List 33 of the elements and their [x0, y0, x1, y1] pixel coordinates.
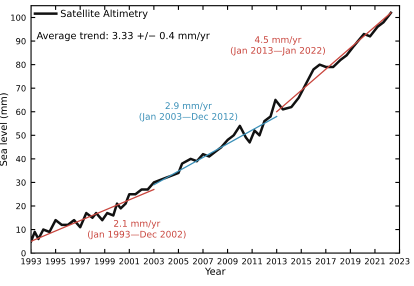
x-tick-label: 2023: [390, 258, 410, 264]
x-tick-label: 1993: [21, 258, 41, 264]
annotation: Average trend: 3.33 +/− 0.4 mm/yr: [36, 32, 210, 42]
annotation: 4.5 mm/yr (Jan 2013—Jan 2022): [230, 36, 325, 56]
x-tick-label: 2019: [340, 258, 360, 264]
y-tick-label: 80: [16, 62, 26, 68]
x-tick-label: 2003: [144, 258, 164, 264]
y-tick-label: 50: [16, 132, 26, 139]
y-tick-label: 40: [16, 156, 26, 162]
x-tick-label: 2007: [193, 258, 213, 264]
y-tick-label: 70: [16, 85, 26, 92]
x-tick-label: 2015: [291, 258, 312, 264]
y-tick-label: 30: [16, 179, 26, 186]
x-tick-label: 2005: [168, 258, 188, 264]
y-tick-label: 10: [16, 226, 26, 233]
x-tick-label: 2013: [266, 258, 287, 264]
legend-label: Satellite Altimetry: [60, 10, 148, 20]
x-tick-label: 1995: [46, 258, 66, 264]
y-tick-label: 60: [16, 108, 26, 116]
x-axis-title: Year: [204, 268, 226, 275]
annotation: 2.9 mm/yr (Jan 2003—Dec 2012): [140, 102, 238, 122]
y-tick-label: 90: [16, 38, 26, 44]
y-tick-label: 100: [11, 14, 26, 21]
x-tick-label: 2011: [242, 258, 262, 264]
annotation: 2.1 mm/yr (Jan 1993—Dec 2002): [88, 220, 186, 240]
x-tick-label: 1999: [95, 258, 115, 264]
x-tick-label: 2001: [119, 258, 140, 264]
y-tick-label: 20: [16, 202, 26, 210]
x-tick-label: 1997: [70, 258, 90, 264]
x-tick-label: 2009: [218, 258, 238, 264]
x-tick-label: 2017: [316, 258, 336, 264]
x-tick-label: 2021: [364, 258, 385, 264]
y-tick-label: 0: [21, 250, 26, 256]
